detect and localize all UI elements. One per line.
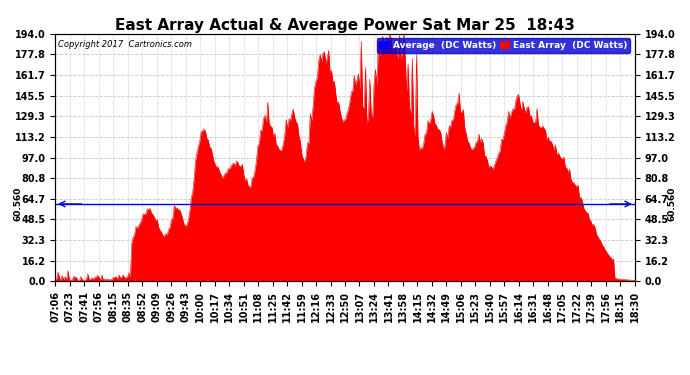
Legend: Average  (DC Watts), East Array  (DC Watts): Average (DC Watts), East Array (DC Watts… [377, 38, 630, 53]
Text: 60.560: 60.560 [13, 187, 22, 221]
Title: East Array Actual & Average Power Sat Mar 25  18:43: East Array Actual & Average Power Sat Ma… [115, 18, 575, 33]
Text: 60.560: 60.560 [668, 187, 677, 221]
Text: Copyright 2017  Cartronics.com: Copyright 2017 Cartronics.com [58, 40, 192, 49]
